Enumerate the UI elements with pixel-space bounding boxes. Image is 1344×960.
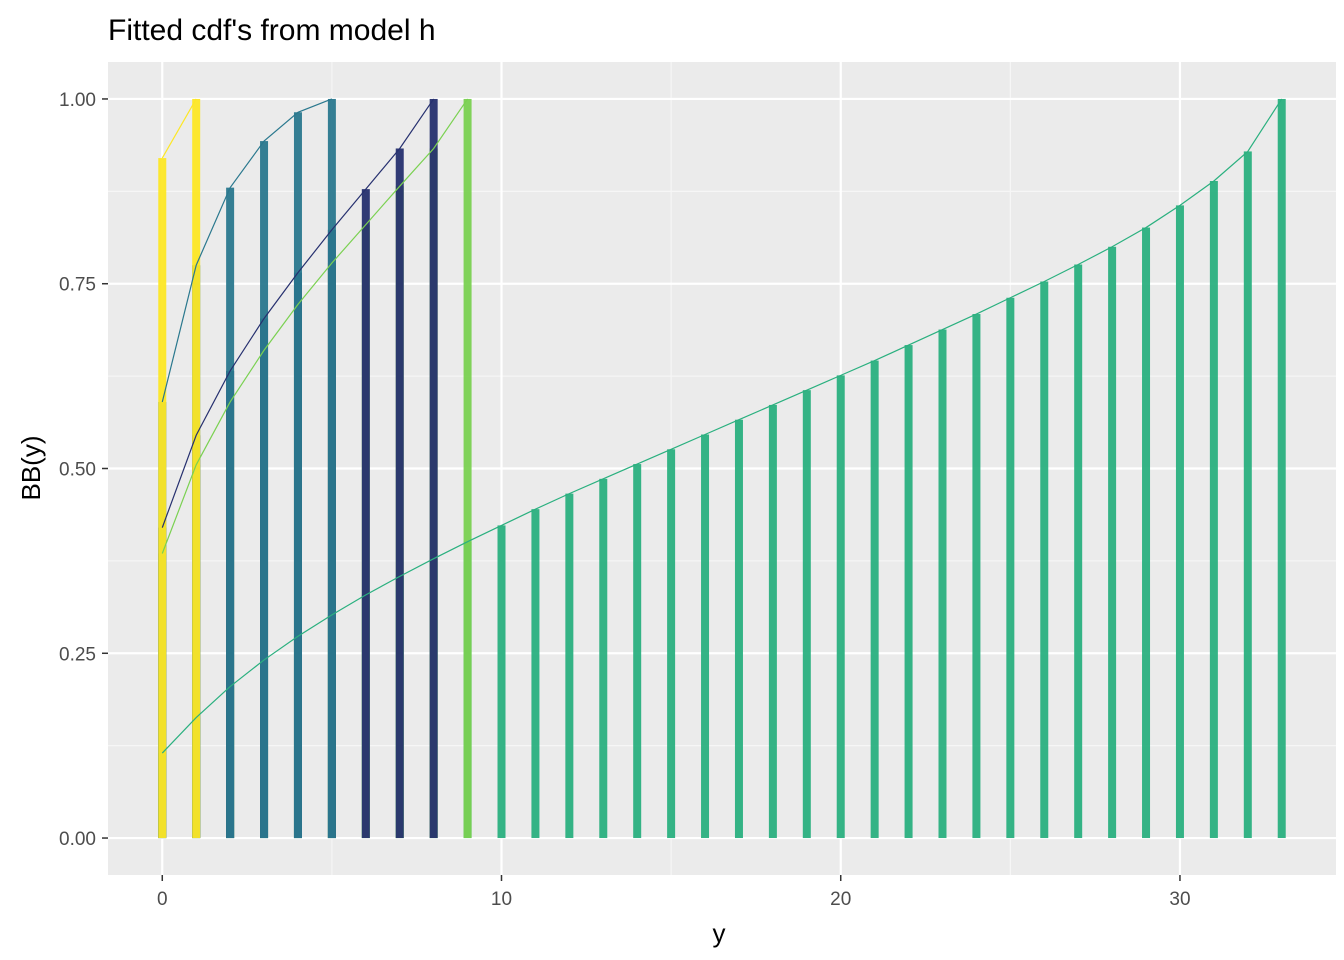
cdf-bar	[463, 98, 472, 839]
cdf-bar	[599, 478, 608, 839]
cdf-bar	[1209, 180, 1218, 839]
cdf-bar	[429, 98, 438, 839]
cdf-bar	[633, 464, 642, 839]
cdf-bar	[1175, 205, 1184, 839]
cdf-bar	[1277, 98, 1286, 839]
cdf-bar	[802, 390, 811, 839]
x-tick-label: 0	[157, 889, 168, 910]
cdf-bar	[226, 187, 235, 839]
x-tick-label: 20	[830, 889, 851, 910]
cdf-bar	[1243, 151, 1252, 839]
cdf-line	[161, 98, 1283, 754]
cdf-line	[161, 98, 469, 554]
cdf-bar	[768, 404, 777, 839]
y-tick-label: 0.50	[59, 460, 96, 481]
cdf-bar	[734, 419, 743, 839]
y-tick-label: 0.00	[59, 829, 96, 850]
cdf-line	[161, 98, 197, 159]
cdf-bar	[361, 189, 370, 839]
cdf-bar	[327, 98, 336, 839]
chart-title: Fitted cdf's from model h	[108, 14, 436, 47]
cdf-bar	[938, 329, 947, 839]
cdf-bar	[192, 98, 201, 839]
cdf-bar	[395, 148, 404, 839]
cdf-bar	[531, 509, 540, 839]
cdf-bars	[158, 98, 1286, 839]
y-tick-label: 0.75	[59, 275, 96, 296]
cdf-bar	[904, 345, 913, 839]
x-tick-label: 30	[1169, 889, 1190, 910]
cdf-bar	[158, 158, 167, 839]
cdf-bar	[260, 141, 269, 839]
cdf-bar	[667, 449, 676, 839]
cdf-bar	[497, 525, 506, 839]
cdf-bar	[701, 434, 710, 839]
cdf-line	[161, 98, 435, 528]
cdf-bar	[565, 493, 574, 839]
y-axis-title: BB(y)	[16, 436, 46, 501]
cdf-bar	[1108, 246, 1117, 839]
cdf-bar	[870, 360, 879, 839]
cdf-bar	[1142, 227, 1151, 839]
cdf-bar	[293, 112, 302, 839]
cdf-bar	[1006, 297, 1015, 839]
cdf-bar	[1074, 264, 1083, 839]
x-tick-label: 10	[491, 889, 512, 910]
y-tick-label: 1.00	[59, 90, 96, 111]
cdf-bar	[972, 314, 981, 839]
cdf-lines	[161, 98, 1283, 754]
cdf-line	[161, 98, 333, 403]
x-axis-title: y	[713, 918, 726, 948]
cdf-bar	[1040, 281, 1049, 839]
cdf-bar	[836, 375, 845, 839]
y-tick-label: 0.25	[59, 644, 96, 665]
axes: 0 10 20 30 0.00 0.25 0.50 0.75 1.00	[59, 90, 1191, 910]
